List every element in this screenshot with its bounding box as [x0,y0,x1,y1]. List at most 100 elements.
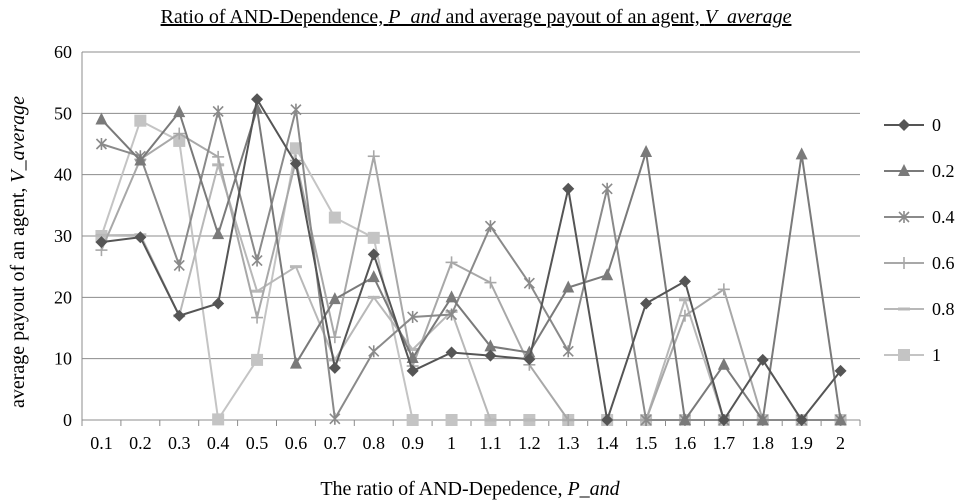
data-point [212,413,225,426]
legend-marker [898,307,910,311]
data-point [328,358,341,362]
data-point [562,414,575,426]
x-tick-label: 0.2 [129,433,152,453]
data-point [717,357,730,370]
y-tick-label: 40 [54,165,72,185]
legend-marker [898,349,910,361]
x-tick-label: 1.8 [752,433,775,453]
x-tick-label: 1.3 [557,433,580,453]
data-point [173,309,186,322]
legend-marker [898,164,910,176]
data-point [328,331,341,344]
x-tick-label: 1.6 [674,433,697,453]
data-point [134,153,147,166]
data-point [328,361,341,374]
y-tick-label: 0 [63,410,72,430]
legend-label: 1 [932,345,941,365]
data-point [290,103,302,116]
x-tick-label: 0.8 [363,433,386,453]
data-point [95,138,108,150]
x-axis-label: The ratio of AND-Depedence, P_and [320,478,620,500]
series-0 [95,93,847,426]
data-point [289,142,302,155]
data-point [367,150,380,163]
data-point [445,414,458,426]
data-point [523,418,536,422]
legend-item: 0.4 [884,207,955,227]
data-point [678,413,691,425]
data-point [484,276,497,289]
data-point [367,270,380,283]
legend-item: 0.2 [884,161,955,181]
x-tick-label: 1.2 [518,433,541,453]
data-point [834,413,847,425]
plot-area [95,93,847,426]
data-point [484,339,497,352]
legend-label: 0.2 [932,161,955,181]
data-point [289,265,302,269]
data-point [523,277,535,290]
legend-label: 0.6 [932,253,955,273]
data-point [212,227,225,240]
data-point [212,105,224,118]
data-point [212,150,225,163]
data-point [562,182,575,195]
legend-marker [898,211,910,223]
data-point [173,127,186,140]
x-tick-label: 1.7 [713,433,736,453]
data-point [251,254,263,267]
legend-item: 0.6 [884,253,955,273]
y-tick-label: 30 [54,226,72,246]
gridlines [82,51,860,421]
data-point [289,356,302,369]
data-point [834,364,847,377]
legend-item: 0 [884,115,941,135]
data-point [795,414,808,426]
y-tick-label: 60 [54,42,72,62]
x-tick-label: 1.5 [635,433,658,453]
x-tick-label: 0.4 [207,433,230,453]
x-tick-label: 2 [836,433,845,453]
data-point [678,309,691,322]
data-point [484,220,497,233]
legend-marker [898,257,910,269]
data-point [640,144,653,157]
data-point [368,345,380,358]
data-point [523,353,536,366]
data-point [562,345,574,358]
data-point [95,233,108,237]
data-point [445,256,458,269]
x-tick-label: 0.1 [90,433,113,453]
data-point [367,248,380,261]
data-point [678,275,691,288]
data-point [95,112,108,125]
data-point [523,345,536,358]
data-point [484,349,497,362]
legend-item: 0.8 [884,299,955,319]
data-point [445,346,458,359]
data-point [717,414,730,426]
data-point [173,105,186,118]
x-tick-label: 0.5 [246,433,269,453]
series-0-6 [95,127,847,426]
x-tick-label: 1.4 [596,433,619,453]
data-point [484,418,497,422]
x-tick-label: 0.6 [285,433,308,453]
legend: 0 0.2 0.4 0.6 0.8 1 [884,115,955,365]
data-point [406,414,419,426]
data-point [95,236,108,249]
x-tick-labels: 0.1 0.2 0.3 0.4 0.5 0.6 0.7 0.8 0.9 1 1.1 1.2 1.3 1.4… [90,433,845,453]
x-tick-label: 1.1 [479,433,502,453]
data-point [562,280,575,293]
data-point [328,211,341,224]
data-point [795,147,808,160]
data-point [367,231,380,244]
x-tick-label: 1 [447,433,456,453]
x-tick-label: 1.9 [790,433,813,453]
data-point [601,268,614,281]
series-line [101,109,841,422]
data-point [212,297,225,310]
legend-marker [898,119,910,131]
data-point [251,93,264,106]
